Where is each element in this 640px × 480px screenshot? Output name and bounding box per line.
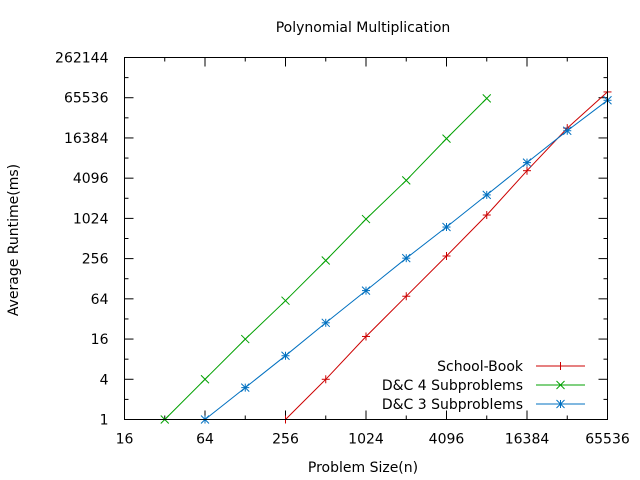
data-point — [401, 253, 411, 263]
data-point — [482, 211, 491, 220]
x-tick-label: 16 — [116, 432, 134, 448]
y-tick-label: 4096 — [73, 171, 109, 187]
data-point — [556, 362, 565, 370]
data-point — [361, 214, 371, 224]
data-point — [562, 126, 572, 136]
y-tick-label: 16384 — [64, 131, 109, 147]
data-point — [482, 190, 492, 200]
data-point — [200, 374, 210, 384]
data-point — [556, 399, 565, 409]
x-tick-label: 64 — [196, 432, 214, 448]
x-axis-label: Problem Size(n) — [308, 460, 418, 476]
series — [160, 94, 492, 424]
y-tick-label: 64 — [91, 292, 109, 308]
data-point — [321, 256, 331, 265]
y-tick-label: 4 — [100, 372, 109, 388]
x-tick-label: 1024 — [348, 432, 384, 448]
legend-label: D&C 4 Subproblems — [382, 378, 523, 394]
data-point — [522, 158, 532, 167]
data-point — [523, 166, 531, 175]
y-tick-label: 1 — [100, 413, 109, 429]
data-point — [281, 296, 290, 306]
data-point — [442, 222, 451, 232]
x-tick-label: 256 — [272, 432, 299, 448]
data-point — [401, 175, 411, 185]
data-point — [240, 383, 250, 392]
legend-label: School-Book — [437, 359, 524, 375]
data-point — [482, 94, 492, 103]
x-tick-label: 65536 — [585, 432, 630, 448]
data-point — [442, 252, 451, 261]
data-point — [240, 334, 250, 344]
y-tick-label: 65536 — [64, 91, 109, 107]
x-ticks: 16 64 256 1024 4096 16384 65536 — [116, 57, 630, 448]
data-point — [556, 380, 565, 390]
data-point — [321, 318, 331, 328]
series — [200, 95, 612, 424]
data-point — [321, 375, 330, 384]
x-tick-label: 16384 — [505, 432, 550, 448]
legend-label: D&C 3 Subproblems — [382, 397, 523, 413]
data-point — [361, 286, 371, 295]
data-point — [442, 134, 451, 143]
y-tick-label: 1024 — [73, 211, 109, 227]
data-point — [402, 292, 411, 301]
chart-title: Polynomial Multiplication — [276, 20, 451, 36]
plot-frame — [124, 57, 608, 420]
y-tick-label: 256 — [82, 252, 109, 268]
y-ticks: 1 4 16 64 256 1024 4096 16384 65536 262144 — [55, 51, 608, 429]
x-tick-label: 4096 — [429, 432, 465, 448]
data-point — [362, 332, 370, 341]
data-point — [281, 351, 290, 361]
y-axis-label: Average Runtime(ms) — [6, 164, 22, 316]
legend: School-Book D&C 4 Subproblems D&C 3 Subpro… — [382, 359, 585, 413]
y-tick-label: 16 — [91, 332, 109, 348]
plot-series — [160, 87, 612, 424]
y-tick-label: 262144 — [55, 51, 109, 67]
